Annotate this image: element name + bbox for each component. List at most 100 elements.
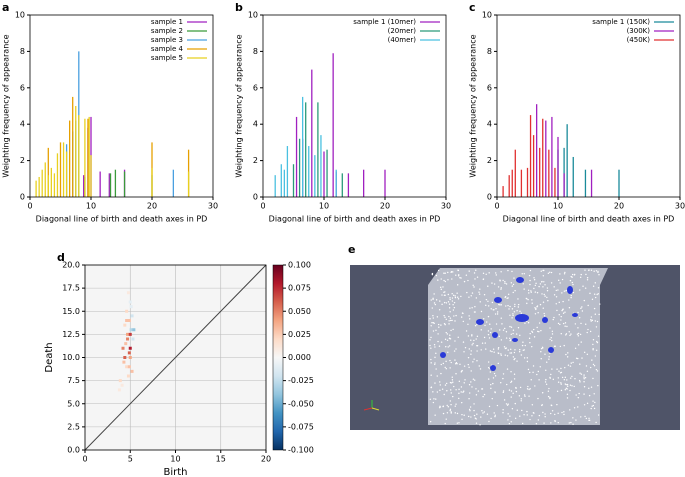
cloud-dot (531, 299, 533, 301)
cloud-dot (547, 390, 550, 392)
cloud-dot (584, 377, 587, 379)
cloud-dot (449, 367, 451, 369)
cloud-dot (467, 415, 470, 418)
cloud-dot (478, 293, 481, 295)
cloud-dot (452, 309, 455, 311)
cloud-dot (505, 403, 508, 405)
cloud-dot (586, 370, 589, 372)
cloud-dot (549, 396, 551, 399)
cloud-dot (523, 414, 525, 416)
cloud-dot (593, 393, 595, 395)
chart-panel: c 0 10 20 30 0 2 4 6 8 10 Diagonal line of birth an… (469, 1, 685, 224)
cloud-dot (447, 351, 449, 354)
cloud-dot (508, 422, 511, 425)
cloud-dot (463, 382, 465, 384)
cloud-dot (551, 333, 554, 335)
cloud-dot (568, 331, 570, 333)
cloud-dot (548, 358, 550, 360)
cloud-dot (470, 353, 472, 355)
cloud-dot (545, 378, 547, 381)
cloud-dot (565, 353, 567, 356)
cloud-dot (556, 368, 558, 370)
cloud-dot (506, 383, 508, 386)
cloud-dot (448, 337, 451, 339)
cloud-dot (491, 397, 493, 400)
cloud-dot (467, 356, 470, 359)
cloud-dot (492, 377, 495, 379)
cloud-dot (534, 284, 537, 287)
cloud-dot (474, 311, 476, 313)
cloud-dot (497, 352, 499, 354)
cloud-dot (501, 323, 503, 325)
cloud-dot (458, 422, 460, 424)
cloud-dot (504, 280, 506, 283)
cloud-dot (592, 349, 594, 351)
cloud-dot (573, 407, 576, 409)
cloud-dot (549, 397, 551, 400)
cloud-dot (551, 368, 553, 370)
cloud-dot (560, 315, 562, 318)
cloud-dot (588, 417, 590, 420)
point (127, 365, 131, 369)
cloud-dot (469, 406, 472, 408)
cloud-dot (553, 286, 555, 288)
cloud-dot (585, 365, 588, 367)
cloud-dot (532, 412, 535, 414)
y-axis-label: Weighting frequency of appearance (235, 34, 244, 177)
cloud-dot (440, 372, 442, 375)
cloud-dot (590, 316, 593, 318)
cloud-dot (491, 350, 493, 353)
cloud-dot (444, 422, 446, 425)
cloud-dot (430, 386, 432, 389)
cloud-dot (445, 418, 447, 420)
cloud-dot (595, 349, 598, 351)
cloud-dot (487, 361, 490, 363)
cloud-dot (512, 291, 514, 294)
y-tick-label: 4 (253, 120, 258, 129)
cloud-dot (473, 403, 475, 405)
cloud-dot (577, 335, 580, 337)
cloud-dot (528, 292, 530, 294)
cloud-dot (490, 383, 492, 386)
cloud-dot (578, 379, 581, 382)
cloud-dot (451, 319, 453, 322)
cloud-dot (437, 333, 439, 335)
cloud-dot (490, 387, 492, 390)
y-tick-label: 8 (487, 47, 492, 56)
cloud-dot (432, 298, 434, 301)
cloud-dot (575, 394, 577, 396)
cloud-dot (510, 396, 512, 398)
cloud-dot (597, 384, 599, 387)
cloud-dot (470, 339, 472, 341)
cloud-dot (519, 386, 522, 389)
x-axis-label: Diagonal line of birth and death axes in… (36, 215, 208, 224)
cloud-dot (458, 274, 460, 276)
cloud-dot (572, 361, 574, 364)
cloud-dot (511, 270, 513, 273)
cloud-dot (438, 345, 441, 347)
cloud-dot (448, 320, 450, 322)
cloud-dot (456, 284, 459, 286)
cloud-dot (505, 347, 507, 349)
cloud-dot (513, 358, 515, 361)
cloud-dot (557, 381, 560, 383)
y-tick-label: 6 (20, 83, 25, 92)
cloud-dot (480, 329, 482, 331)
cloud-dot (589, 366, 592, 369)
cloud-dot (568, 299, 570, 301)
cloud-dot (559, 323, 561, 326)
cloud-dot (531, 345, 533, 348)
cloud-dot (570, 296, 572, 299)
cloud-dot (491, 301, 494, 304)
cloud-dot (468, 366, 470, 369)
cloud-dot (556, 309, 558, 312)
cloud-dot (592, 377, 594, 380)
cloud-dot (492, 382, 494, 385)
cloud-dot (538, 379, 540, 381)
cloud-dot (575, 357, 578, 359)
cloud-dot (522, 283, 524, 285)
cloud-dot (527, 298, 529, 301)
cloud-dot (468, 348, 471, 350)
cloud-dot (507, 293, 510, 295)
cloud-dot (535, 308, 537, 311)
